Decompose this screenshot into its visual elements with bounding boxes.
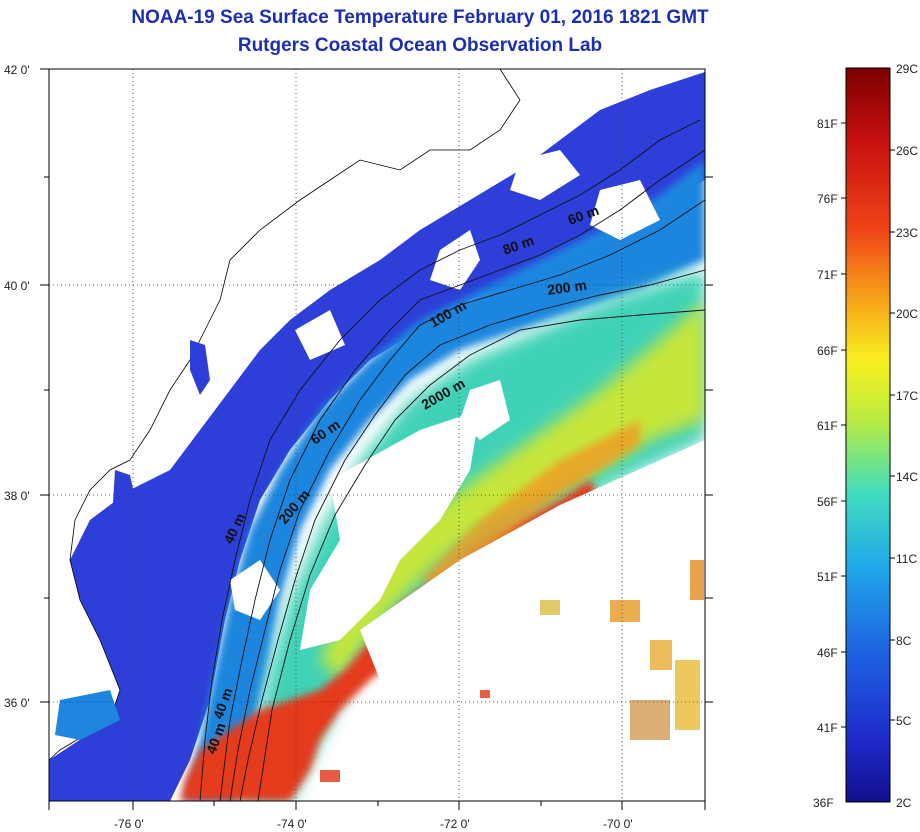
lat-label: 38 0' xyxy=(4,489,30,503)
celsius-label: 14C xyxy=(896,470,918,484)
title-line-1: NOAA-19 Sea Surface Temperature February… xyxy=(131,7,709,28)
celsius-label: 17C xyxy=(896,389,918,403)
colorbar-fahrenheit-labels: 81F 76F 71F 66F 61F 56F 51F 46F 41F 36F xyxy=(813,117,838,810)
cloud-gaps xyxy=(230,150,705,801)
delaware-bay xyxy=(190,340,210,395)
fahrenheit-label: 36F xyxy=(813,796,834,810)
celsius-label: 29C xyxy=(896,62,918,76)
lon-label: -76 0' xyxy=(114,817,144,831)
fahrenheit-label: 51F xyxy=(817,570,838,584)
fahrenheit-label: 71F xyxy=(817,268,838,282)
celsius-label: 11C xyxy=(896,552,917,566)
colorbar-gradient xyxy=(845,67,891,803)
lon-label: -74 0' xyxy=(277,817,307,831)
fahrenheit-label: 46F xyxy=(817,646,838,660)
fahrenheit-label: 76F xyxy=(817,192,838,206)
lat-label: 40 0' xyxy=(4,279,30,293)
stream-edge xyxy=(420,420,640,585)
fahrenheit-label: 66F xyxy=(817,344,838,358)
celsius-label: 8C xyxy=(896,634,912,648)
lon-label: -72 0' xyxy=(440,817,470,831)
lon-label: -70 0' xyxy=(603,817,633,831)
bathymetry-contours xyxy=(199,119,705,801)
fahrenheit-label: 56F xyxy=(817,495,838,509)
celsius-label: 26C xyxy=(896,144,918,158)
scattered-warm-pixels xyxy=(320,560,704,782)
celsius-label: 2C xyxy=(896,796,912,810)
map-frame xyxy=(48,68,706,802)
colorbar-ticks xyxy=(841,122,895,728)
warm-water xyxy=(320,300,705,680)
map-imagery: 40 m 40 m 40 m 60 m 60 m 80 m 200 m 200 … xyxy=(49,69,705,801)
lat-label: 42 0' xyxy=(4,63,30,77)
celsius-label: 5C xyxy=(896,714,912,728)
fahrenheit-label: 41F xyxy=(817,721,838,735)
fahrenheit-label: 61F xyxy=(817,419,838,433)
axis-ticks xyxy=(40,68,713,810)
celsius-label: 20C xyxy=(896,307,918,321)
pamlico-sound xyxy=(55,690,120,740)
fahrenheit-label: 81F xyxy=(817,117,838,131)
chesapeake-bay xyxy=(110,470,140,600)
contour-label: 200 m xyxy=(546,277,588,298)
graticule xyxy=(49,69,705,801)
lat-label: 36 0' xyxy=(4,696,30,710)
colorbar-celsius-labels: 29C 26C 23C 20C 17C 14C 11C 8C 5C 2C xyxy=(896,62,918,810)
celsius-label: 23C xyxy=(896,226,918,240)
title-line-2: Rutgers Coastal Ocean Observation Lab xyxy=(237,35,603,56)
